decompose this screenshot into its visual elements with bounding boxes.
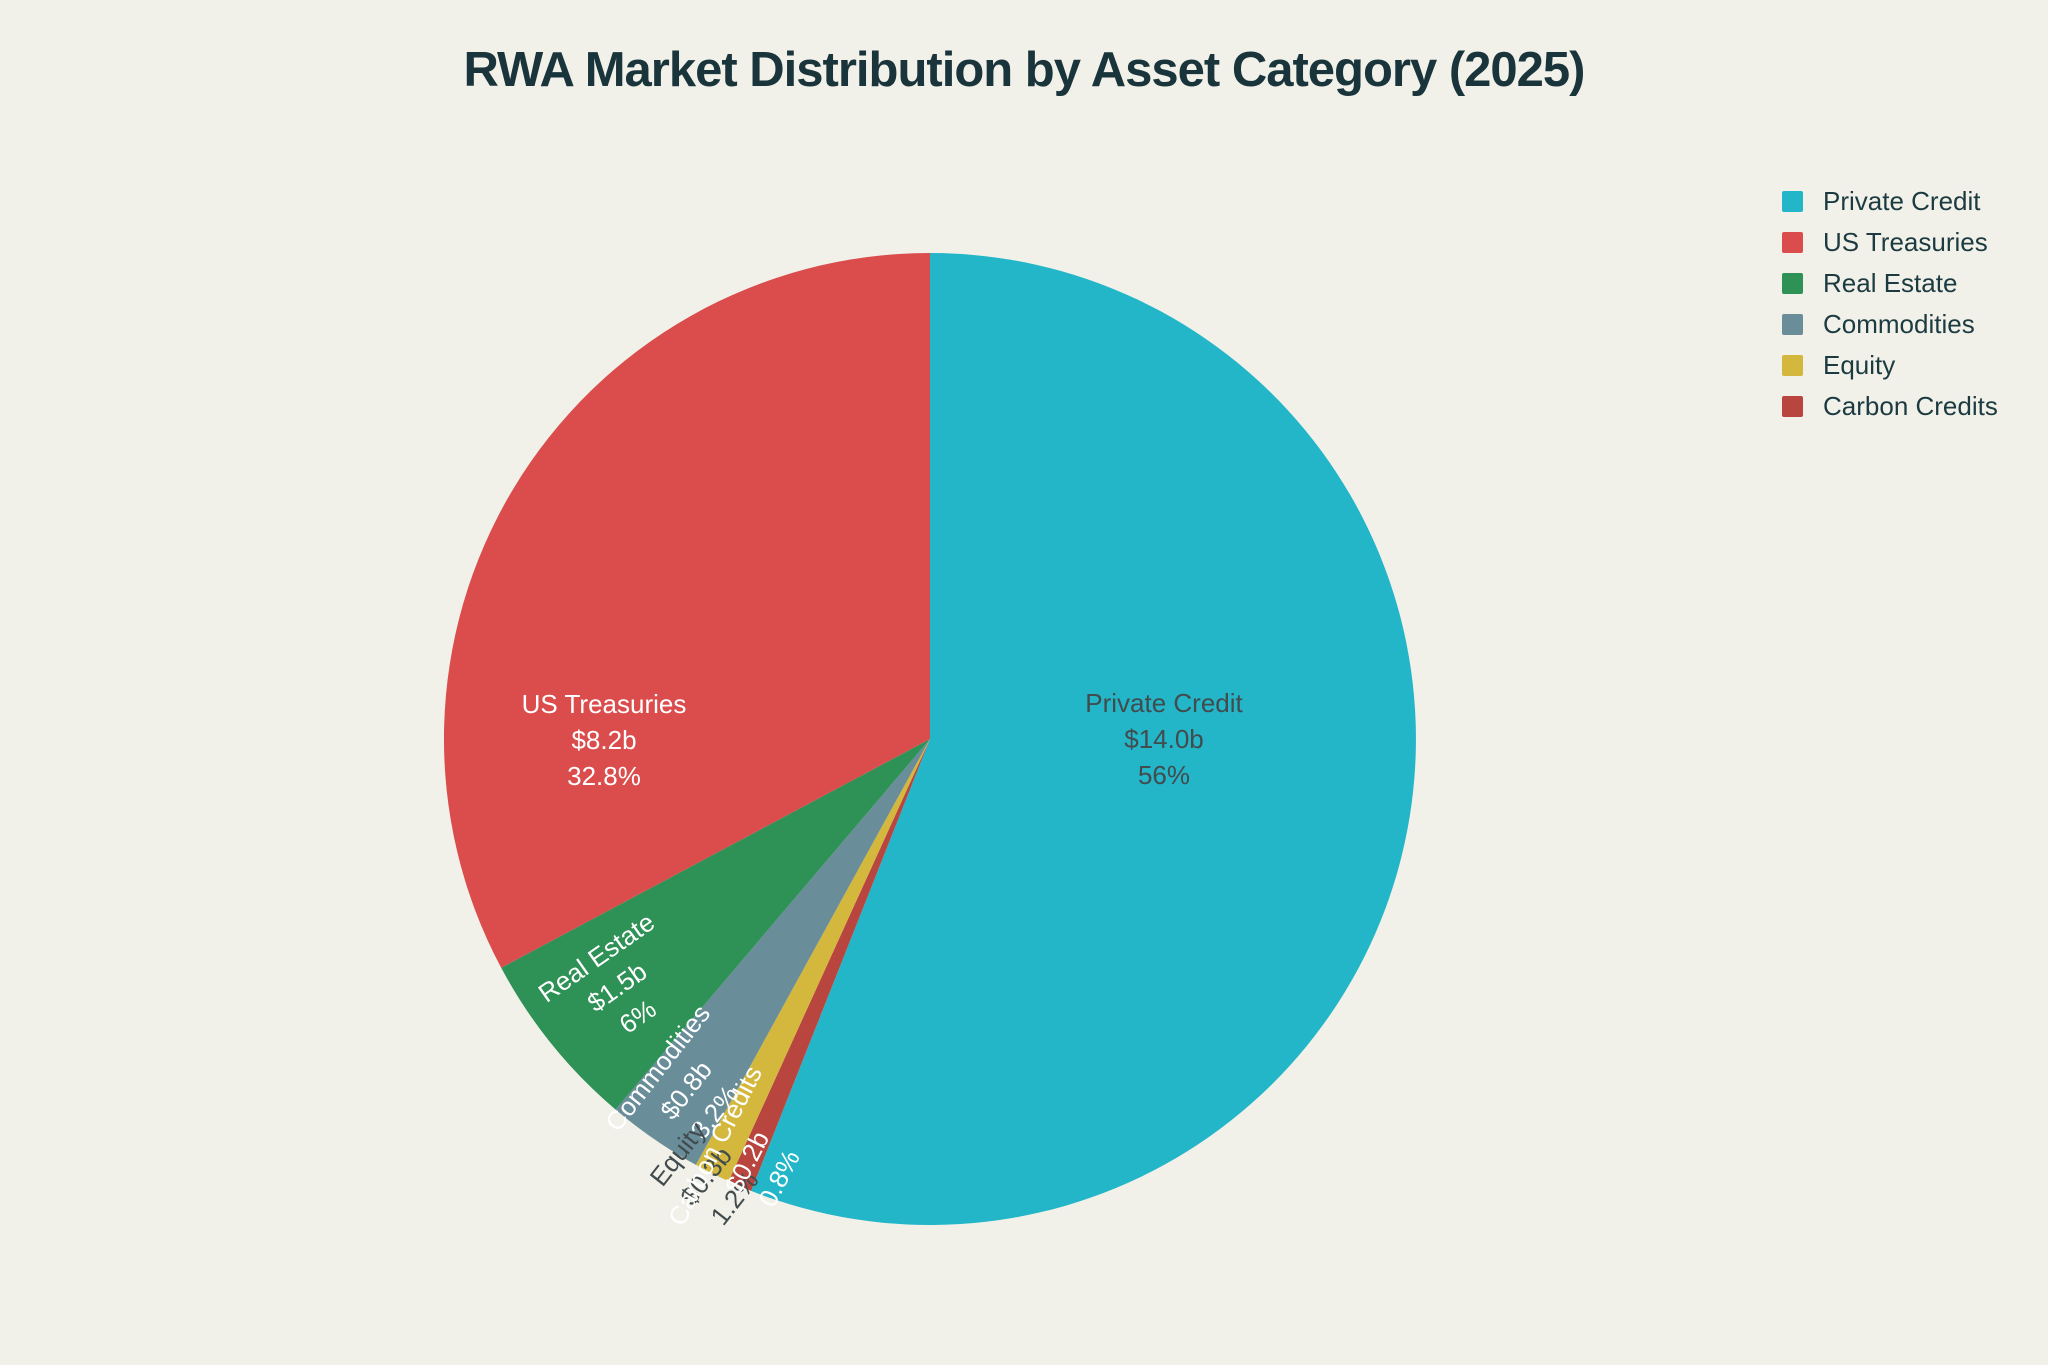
- legend-swatch-commodities: [1782, 314, 1803, 335]
- pie-slice-real-estate[interactable]: [501, 739, 930, 1110]
- legend-label: US Treasuries: [1823, 227, 1988, 257]
- legend-item-us-treasuries[interactable]: US Treasuries: [1782, 227, 1998, 258]
- legend-swatch-private-credit: [1782, 191, 1803, 212]
- legend-swatch-real-estate: [1782, 273, 1803, 294]
- legend-label: Equity: [1823, 350, 1896, 380]
- pie-slice-carbon-credits[interactable]: [728, 739, 930, 1191]
- legend-label: Commodities: [1823, 309, 1975, 339]
- legend-label: Real Estate: [1823, 268, 1958, 298]
- legend-swatch-carbon-credits: [1782, 396, 1803, 417]
- legend-label: Private Credit: [1823, 186, 1981, 216]
- legend: Private Credit US Treasuries Real Estate…: [1782, 186, 1998, 432]
- chart-title: RWA Market Distribution by Asset Categor…: [463, 43, 1585, 97]
- legend-item-commodities[interactable]: Commodities: [1782, 309, 1998, 340]
- legend-item-equity[interactable]: Equity: [1782, 350, 1998, 381]
- legend-item-private-credit[interactable]: Private Credit: [1782, 186, 1998, 217]
- legend-label: Carbon Credits: [1823, 391, 1998, 421]
- legend-item-carbon-credits[interactable]: Carbon Credits: [1782, 391, 1998, 422]
- legend-item-real-estate[interactable]: Real Estate: [1782, 268, 1998, 299]
- legend-swatch-us-treasuries: [1782, 232, 1803, 253]
- pie-slice-private-credit[interactable]: [751, 253, 1416, 1225]
- legend-swatch-equity: [1782, 355, 1803, 376]
- pie-slice-us-treasuries[interactable]: [443, 252, 930, 968]
- pie-slice-commodities[interactable]: [615, 739, 931, 1165]
- pie-slice-equity[interactable]: [695, 739, 930, 1182]
